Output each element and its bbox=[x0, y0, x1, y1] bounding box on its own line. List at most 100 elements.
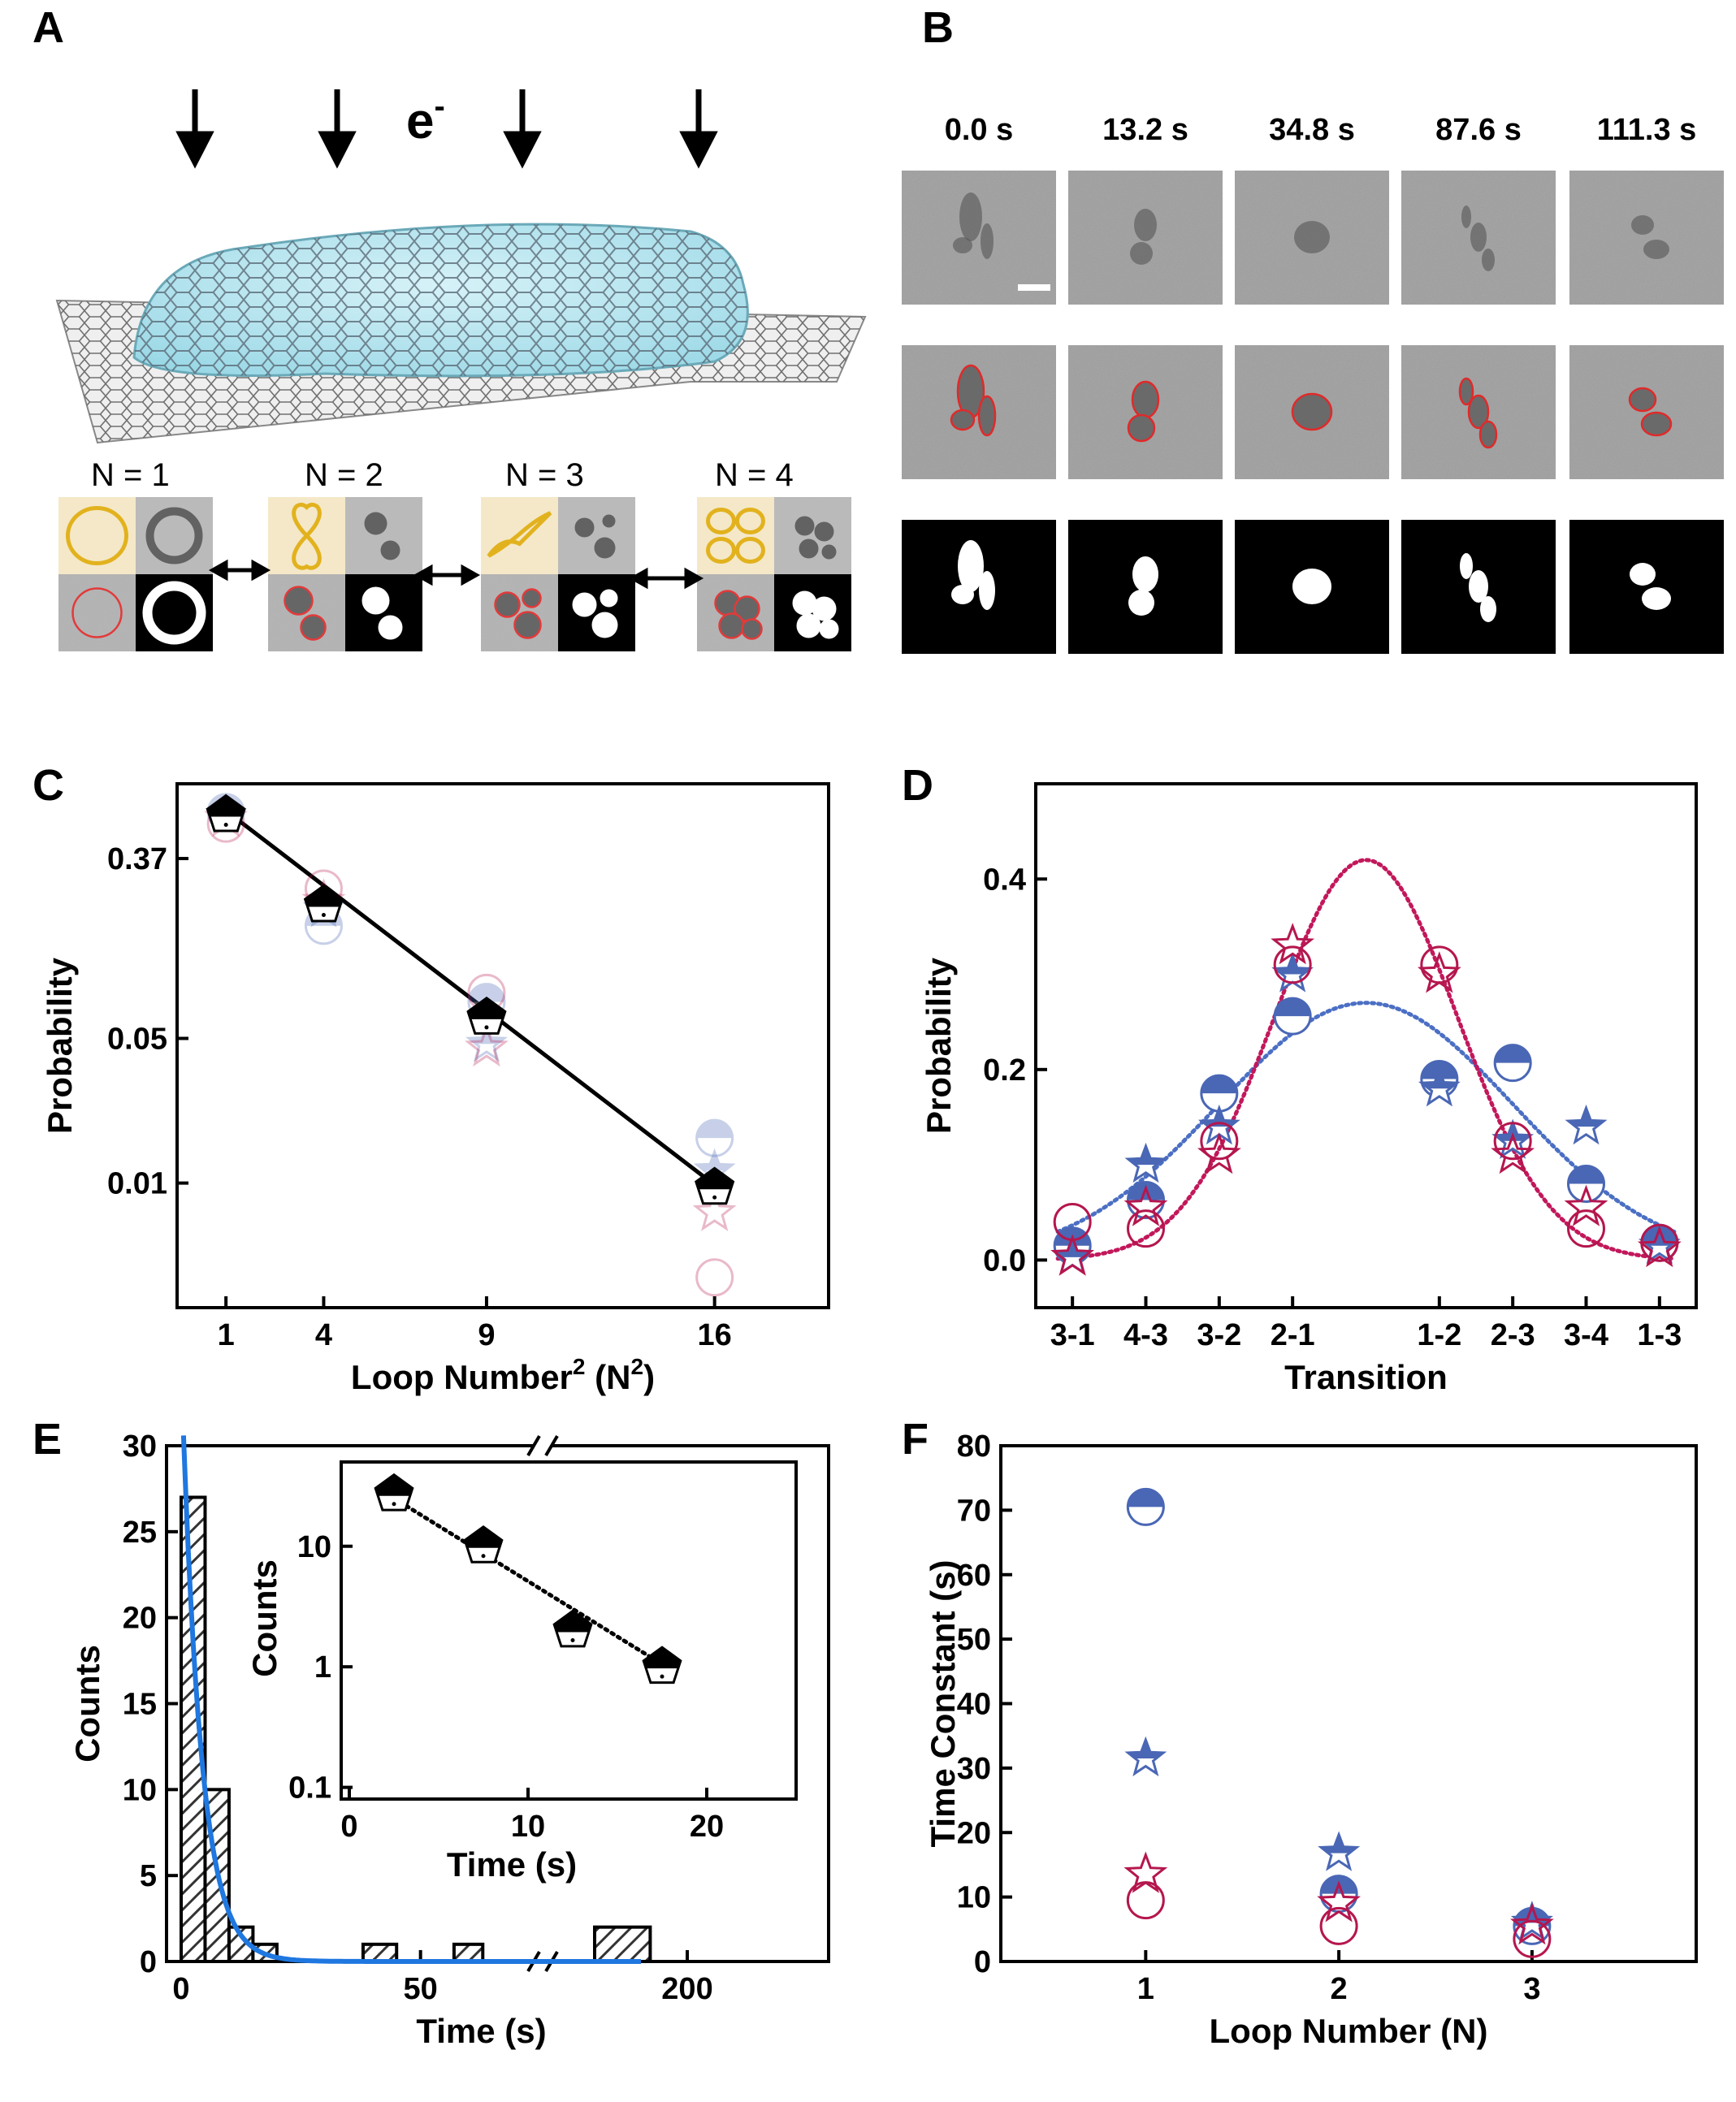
electron-arrows bbox=[175, 89, 718, 169]
c-point-mean-1-dot bbox=[321, 913, 326, 918]
raw-blob bbox=[1470, 223, 1487, 252]
c-point-mean-3 bbox=[695, 1166, 735, 1205]
e-bar-6 bbox=[593, 1925, 652, 1964]
inset-xtick-0: 0 bbox=[340, 1810, 357, 1844]
loop-thumb-2 bbox=[268, 497, 422, 651]
d-point-red-circle-5 bbox=[1493, 1122, 1532, 1161]
tem-blob bbox=[364, 512, 387, 535]
d-point-blue-star-4 bbox=[1418, 1066, 1461, 1107]
outlined-blob bbox=[1291, 392, 1333, 431]
c-point-mean-1 bbox=[303, 884, 344, 923]
binary-frame bbox=[1569, 520, 1724, 654]
f-xtick-2: 3 bbox=[1523, 1972, 1540, 2006]
panel-e: E 0 5 10 15 20 25 30 0 50 200 Counts Time (s) 0.1 1 10 0… bbox=[32, 1415, 830, 2050]
inset-point-0-fill bbox=[375, 1474, 413, 1496]
f-ytick-1: 10 bbox=[957, 1881, 991, 1915]
f-point-red-circle-0 bbox=[1126, 1881, 1165, 1920]
tem-blob bbox=[799, 538, 819, 559]
binary-blob bbox=[1480, 596, 1496, 622]
outlined-blob bbox=[284, 586, 314, 616]
d-point-blue-star-5-fill bbox=[1495, 1122, 1530, 1141]
double-arrow-icon bbox=[208, 559, 271, 582]
d-point-blue-star-1-fill bbox=[1128, 1146, 1164, 1166]
d-xtick-0: 3-1 bbox=[1050, 1318, 1095, 1352]
blue-fit bbox=[1055, 1001, 1677, 1234]
raw-blob bbox=[959, 192, 982, 241]
e-ytick-0: 0 bbox=[140, 1945, 157, 1979]
d-xtick-3: 2-1 bbox=[1271, 1318, 1315, 1352]
e-xtick-0: 0 bbox=[172, 1972, 189, 2006]
panel-c-label: C bbox=[32, 761, 64, 810]
binary-blob bbox=[142, 581, 206, 645]
arrow-down-icon bbox=[503, 89, 542, 169]
d-xtick-1: 4-3 bbox=[1123, 1318, 1168, 1352]
double-arrow-icon bbox=[413, 564, 481, 586]
d-point-red-circle-2 bbox=[1200, 1122, 1239, 1161]
e-ytick-3: 15 bbox=[123, 1688, 157, 1722]
f-point-blue-half-circle-1 bbox=[1319, 1875, 1358, 1914]
frame-column-3 bbox=[1401, 171, 1556, 654]
frame-column-4 bbox=[1569, 171, 1724, 654]
outlined-blob bbox=[71, 587, 123, 638]
frame-column-2 bbox=[1235, 171, 1389, 654]
c-point-red-circle-3 bbox=[695, 1258, 734, 1297]
c-point-mean-3-dot bbox=[712, 1195, 717, 1200]
binary-blob bbox=[812, 596, 837, 621]
d-xtick-6: 3-4 bbox=[1564, 1318, 1608, 1352]
d-point-red-circle-6 bbox=[1567, 1209, 1605, 1248]
raw-blob bbox=[1130, 242, 1153, 265]
binary-blob bbox=[1128, 590, 1154, 616]
c-xtick-1: 4 bbox=[315, 1318, 332, 1352]
loop-thumb-4 bbox=[697, 497, 851, 651]
binary-blob bbox=[979, 571, 995, 610]
d-point-blue-star-2-fill bbox=[1201, 1108, 1237, 1127]
f-point-red-star-1 bbox=[1317, 1880, 1361, 1923]
f-ytick-0: 0 bbox=[974, 1945, 991, 1979]
binary-blob bbox=[378, 615, 403, 640]
f-point-blue-star-0-fill bbox=[1128, 1740, 1164, 1758]
d-point-blue-half-circle-2-fill bbox=[1201, 1075, 1237, 1094]
outlined-blob bbox=[950, 409, 976, 431]
c-xlabel-main: Loop Number bbox=[351, 1358, 573, 1396]
binary-blob bbox=[1642, 587, 1671, 610]
binary-blob bbox=[958, 540, 984, 592]
d-point-red-star-5 bbox=[1491, 1132, 1535, 1174]
arrow-down-icon bbox=[318, 89, 357, 169]
tem-blob bbox=[145, 507, 203, 564]
c-point-mean-0-dot bbox=[223, 823, 228, 828]
f-ytick-2: 20 bbox=[957, 1816, 991, 1850]
tem-noise bbox=[345, 497, 422, 574]
loop-shape bbox=[66, 506, 128, 565]
tem-blob bbox=[574, 517, 595, 538]
c-point-mean-0-fill bbox=[207, 795, 245, 817]
raw-blob bbox=[981, 223, 994, 259]
e-ytick-4: 20 bbox=[123, 1602, 157, 1636]
c-point-red-star-3 bbox=[692, 1189, 737, 1231]
inset-ytick-2: 10 bbox=[297, 1530, 331, 1564]
plot-frame bbox=[175, 782, 830, 1309]
d-xtick-5: 2-3 bbox=[1491, 1318, 1535, 1352]
raw-blob bbox=[1294, 221, 1330, 253]
scale-bar bbox=[1018, 284, 1050, 291]
e-ylabel: Counts bbox=[68, 1645, 106, 1762]
d-point-blue-star-4-fill bbox=[1422, 1070, 1457, 1089]
axis-break-0a bbox=[526, 1434, 541, 1457]
inset-point-3-fill bbox=[643, 1647, 681, 1669]
binary-blob bbox=[1630, 563, 1656, 586]
d-point-red-star-1 bbox=[1123, 1184, 1168, 1226]
d-point-blue-star-3-fill bbox=[1275, 955, 1310, 975]
double-arrow-icon bbox=[628, 567, 704, 590]
e-xtick-2: 200 bbox=[661, 1972, 712, 2006]
time-label-4: 111.3 s bbox=[1597, 113, 1697, 147]
d-point-blue-star-1 bbox=[1124, 1142, 1167, 1183]
d-point-blue-half-circle-5-fill bbox=[1495, 1045, 1531, 1063]
fit-line bbox=[224, 809, 716, 1187]
tem-blob bbox=[380, 540, 400, 560]
binary-mask bbox=[558, 574, 635, 651]
inset-point-2-dot bbox=[570, 1638, 575, 1642]
tem-blob bbox=[594, 537, 616, 559]
binary-frame bbox=[902, 520, 1056, 654]
e-xtick-1: 50 bbox=[404, 1972, 438, 2006]
binary-blob bbox=[1469, 570, 1488, 603]
tem-blob bbox=[794, 516, 815, 536]
